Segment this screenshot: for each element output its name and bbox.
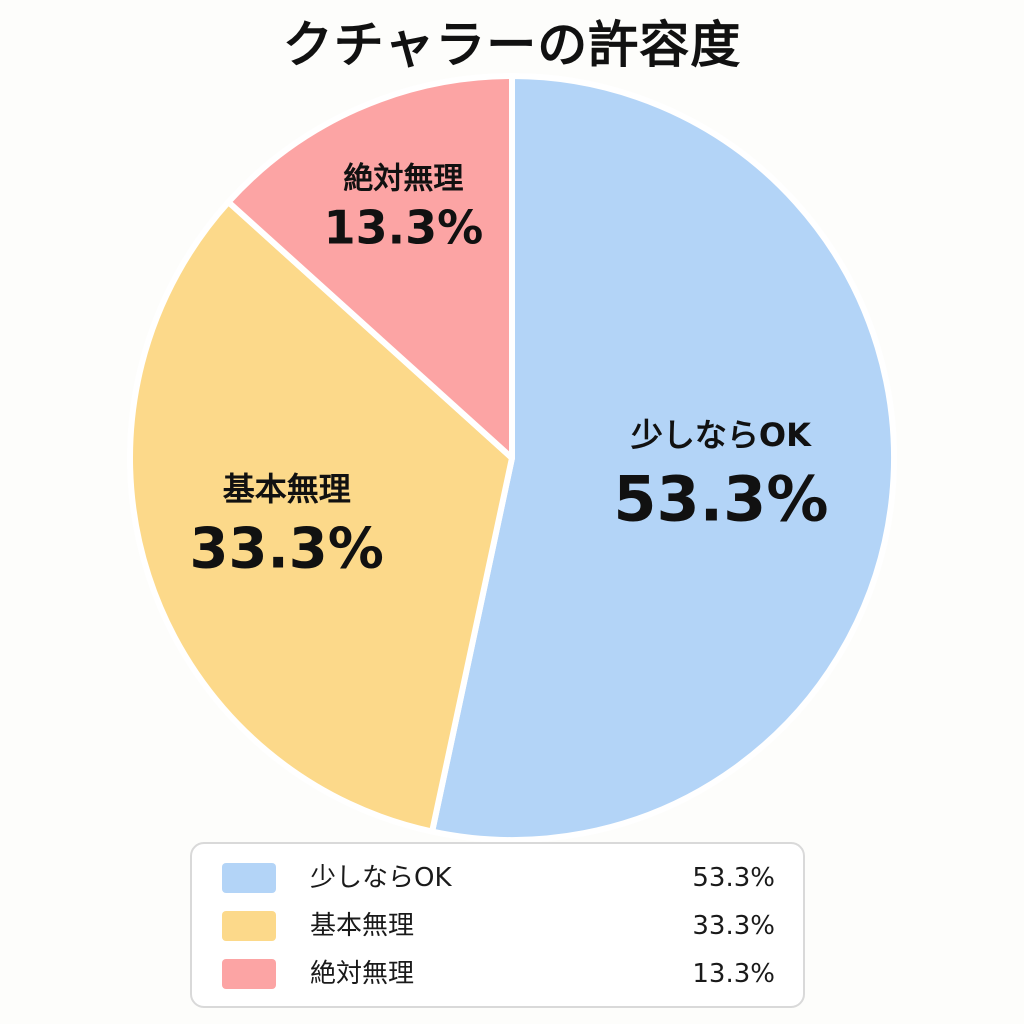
legend-swatch-zettai-muri (222, 959, 276, 989)
legend-item-kihon-muri: 基本無理 33.3% (192, 902, 803, 950)
legend-value: 33.3% (692, 911, 775, 941)
pie-slice-zettai-muri (225, 73, 515, 461)
slice-label-kihon-muri: 基本無理 (223, 470, 351, 508)
chart-title: クチャラーの許容度 (282, 16, 742, 74)
pie-slice-kihon-muri (127, 199, 515, 835)
legend-item-sukoshi-ok: 少しならOK 53.3% (192, 854, 803, 902)
slice-label-zettai-muri: 絶対無理 (343, 161, 463, 196)
slice-label-sukoshi-ok: 少しならOK (631, 416, 812, 454)
legend-swatch-sukoshi-ok (222, 863, 276, 893)
legend-swatch-kihon-muri (222, 911, 276, 941)
legend-label: 絶対無理 (310, 959, 415, 989)
pie-slice-sukoshi-ok (429, 73, 898, 843)
legend-label: 基本無理 (310, 911, 415, 941)
legend-item-zettai-muri: 絶対無理 13.3% (192, 950, 803, 998)
slice-value-kihon-muri: 33.3% (190, 516, 384, 581)
legend: 少しならOK 53.3% 基本無理 33.3% 絶対無理 13.3% (190, 842, 805, 1008)
slice-value-sukoshi-ok: 53.3% (613, 462, 828, 535)
legend-value: 13.3% (692, 959, 775, 989)
legend-value: 53.3% (692, 863, 775, 893)
slice-value-zettai-muri: 13.3% (324, 201, 484, 255)
legend-label: 少しならOK (310, 863, 452, 893)
